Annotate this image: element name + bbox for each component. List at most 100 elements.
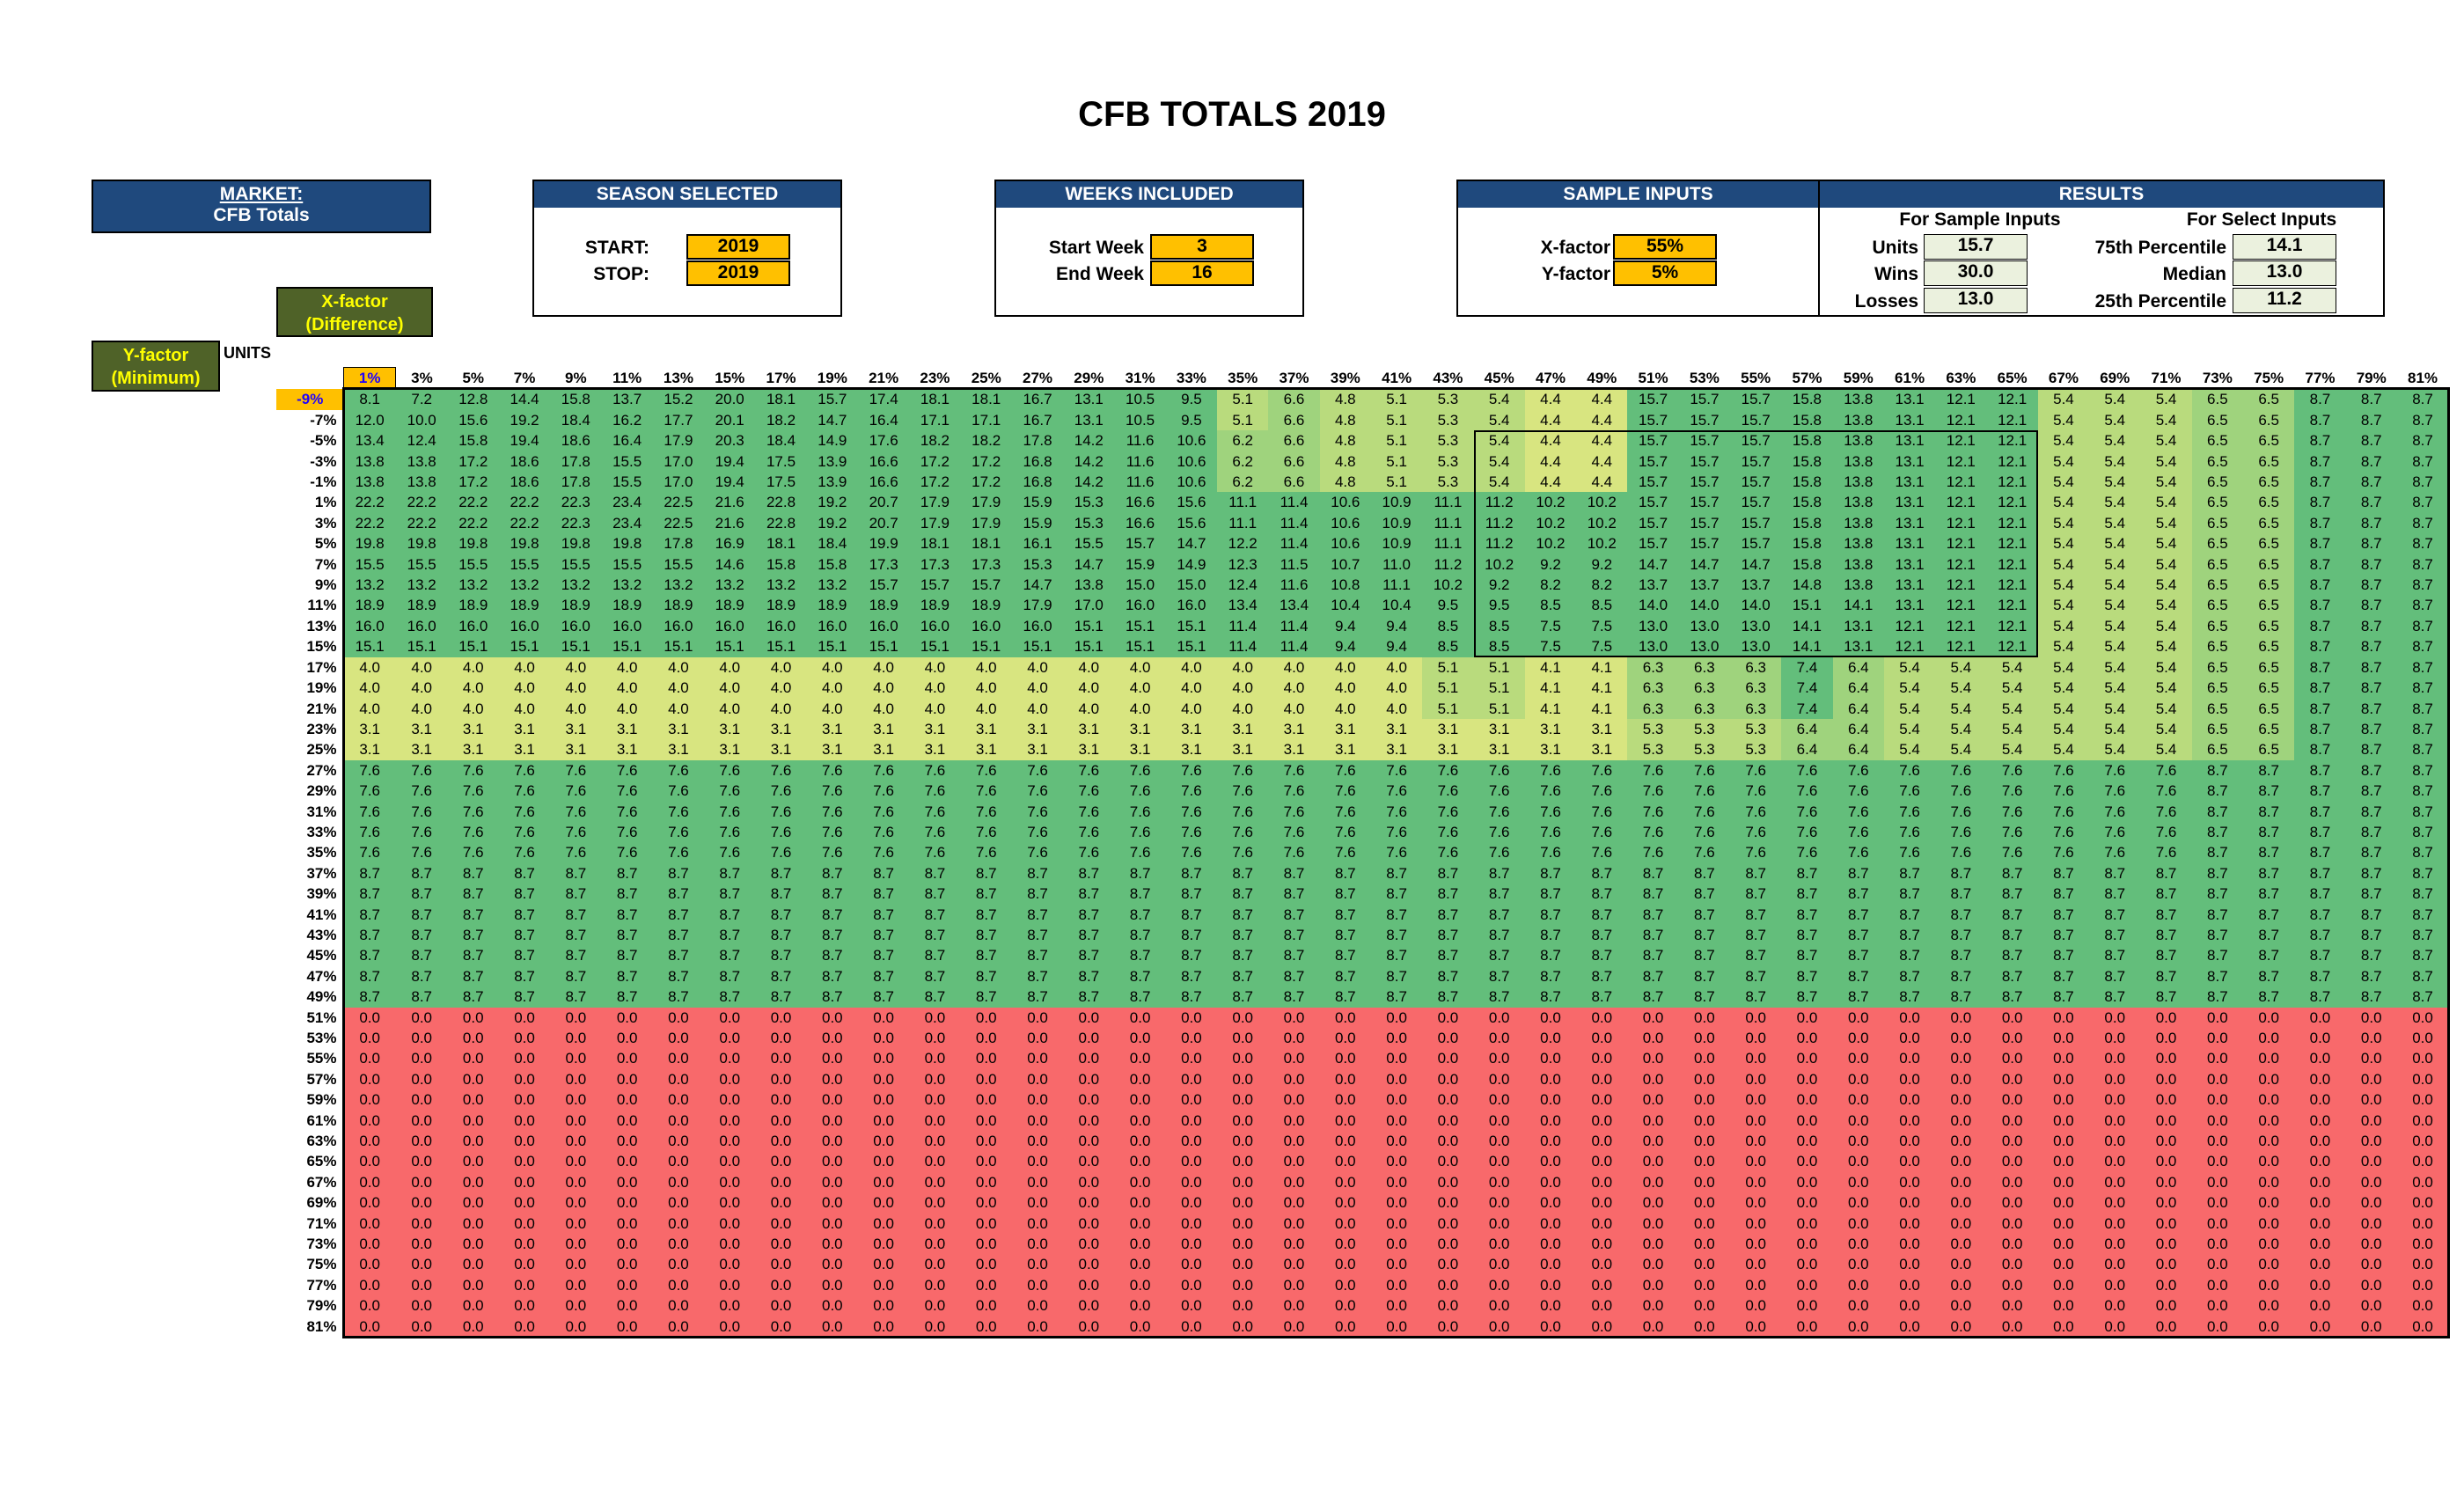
table-cell[interactable]: 16.0 bbox=[909, 615, 961, 637]
table-cell[interactable]: 18.1 bbox=[909, 388, 961, 410]
table-cell[interactable]: 8.7 bbox=[2345, 554, 2397, 576]
table-cell[interactable]: 7.6 bbox=[1473, 781, 1525, 802]
table-cell[interactable]: 8.7 bbox=[1217, 945, 1269, 966]
table-cell[interactable]: 0.0 bbox=[550, 1316, 602, 1338]
table-cell[interactable]: 0.0 bbox=[2242, 1213, 2295, 1235]
table-cell[interactable]: 0.0 bbox=[1576, 1131, 1628, 1152]
table-cell[interactable]: 0.0 bbox=[1217, 1089, 1269, 1111]
table-cell[interactable]: 5.4 bbox=[2140, 451, 2192, 473]
table-cell[interactable]: 0.0 bbox=[909, 1131, 961, 1152]
table-cell[interactable]: 0.0 bbox=[806, 1213, 858, 1235]
table-cell[interactable]: 16.0 bbox=[343, 615, 396, 637]
table-cell[interactable]: 0.0 bbox=[343, 1171, 396, 1193]
table-cell[interactable]: 4.0 bbox=[909, 698, 961, 719]
table-cell[interactable]: 15.3 bbox=[1011, 554, 1064, 576]
table-cell[interactable]: 0.0 bbox=[652, 1171, 705, 1193]
table-cell[interactable]: 16.2 bbox=[601, 409, 653, 431]
table-cell[interactable]: 0.0 bbox=[2140, 1089, 2192, 1111]
table-cell[interactable]: 8.7 bbox=[447, 884, 499, 905]
table-cell[interactable]: 5.4 bbox=[1473, 409, 1525, 431]
table-cell[interactable]: 10.6 bbox=[1319, 533, 1371, 554]
table-cell[interactable]: 7.6 bbox=[601, 759, 653, 781]
table-cell[interactable]: 4.0 bbox=[1165, 678, 1218, 699]
table-cell[interactable]: 0.0 bbox=[1883, 1151, 1936, 1172]
table-cell[interactable]: 7.6 bbox=[1319, 781, 1371, 802]
table-cell[interactable]: 5.4 bbox=[2089, 678, 2141, 699]
table-cell[interactable]: 0.0 bbox=[652, 1274, 705, 1296]
table-cell[interactable]: 8.7 bbox=[960, 965, 1012, 987]
table-cell[interactable]: 13.2 bbox=[550, 575, 602, 596]
table-cell[interactable]: 8.7 bbox=[395, 986, 448, 1008]
table-cell[interactable]: 8.7 bbox=[2396, 781, 2449, 802]
table-cell[interactable]: 7.6 bbox=[601, 801, 653, 822]
table-cell[interactable]: 8.7 bbox=[1063, 924, 1115, 946]
table-cell[interactable]: 8.7 bbox=[2396, 636, 2449, 657]
table-cell[interactable]: 8.7 bbox=[2345, 884, 2397, 905]
table-cell[interactable]: 3.1 bbox=[1576, 718, 1628, 740]
table-cell[interactable]: 8.7 bbox=[2242, 924, 2295, 946]
table-cell[interactable]: 8.7 bbox=[1781, 884, 1833, 905]
table-cell[interactable]: 6.5 bbox=[2191, 554, 2243, 576]
table-cell[interactable]: 0.0 bbox=[1011, 1171, 1064, 1193]
table-cell[interactable]: 7.6 bbox=[806, 842, 858, 863]
table-cell[interactable]: 22.2 bbox=[447, 512, 499, 534]
table-cell[interactable]: 17.4 bbox=[857, 388, 910, 410]
table-cell[interactable]: 6.4 bbox=[1832, 698, 1884, 719]
table-cell[interactable]: 7.6 bbox=[704, 821, 756, 843]
table-cell[interactable]: 0.0 bbox=[601, 1192, 653, 1214]
table-cell[interactable]: 4.0 bbox=[960, 656, 1012, 678]
table-cell[interactable]: 0.0 bbox=[498, 1028, 551, 1049]
table-cell[interactable]: 0.0 bbox=[1678, 1131, 1731, 1152]
table-cell[interactable]: 15.1 bbox=[1114, 615, 1166, 637]
table-cell[interactable]: 7.6 bbox=[2140, 781, 2192, 802]
table-cell[interactable]: 0.0 bbox=[395, 1316, 448, 1338]
table-cell[interactable]: 8.7 bbox=[2345, 821, 2397, 843]
table-cell[interactable]: 8.7 bbox=[447, 924, 499, 946]
table-cell[interactable]: 5.4 bbox=[2037, 656, 2090, 678]
table-cell[interactable]: 0.0 bbox=[1370, 1254, 1423, 1275]
table-cell[interactable]: 8.7 bbox=[2294, 430, 2346, 451]
table-cell[interactable]: 4.0 bbox=[601, 656, 653, 678]
table-cell[interactable]: 0.0 bbox=[1217, 1151, 1269, 1172]
weeks-end-input[interactable]: 16 bbox=[1150, 260, 1254, 286]
table-cell[interactable]: 14.7 bbox=[1165, 533, 1218, 554]
table-cell[interactable]: 7.6 bbox=[704, 759, 756, 781]
table-cell[interactable]: 0.0 bbox=[2037, 1274, 2090, 1296]
table-cell[interactable]: 7.6 bbox=[652, 801, 705, 822]
table-cell[interactable]: 8.1 bbox=[343, 388, 396, 410]
table-cell[interactable]: 0.0 bbox=[1576, 1068, 1628, 1090]
table-cell[interactable]: 0.0 bbox=[447, 1213, 499, 1235]
table-cell[interactable]: 0.0 bbox=[2089, 1254, 2141, 1275]
table-cell[interactable]: 4.0 bbox=[343, 656, 396, 678]
table-cell[interactable]: 8.7 bbox=[1883, 945, 1936, 966]
table-cell[interactable]: 0.0 bbox=[1473, 1151, 1525, 1172]
table-cell[interactable]: 0.0 bbox=[1832, 1151, 1884, 1172]
table-cell[interactable]: 15.7 bbox=[960, 575, 1012, 596]
table-cell[interactable]: 6.6 bbox=[1268, 451, 1320, 473]
table-cell[interactable]: 15.7 bbox=[1627, 492, 1679, 513]
table-cell[interactable]: 0.0 bbox=[806, 1192, 858, 1214]
table-cell[interactable]: 15.3 bbox=[1063, 492, 1115, 513]
table-cell[interactable]: 8.7 bbox=[1935, 904, 1987, 925]
table-cell[interactable]: 8.7 bbox=[1832, 924, 1884, 946]
table-cell[interactable]: 0.0 bbox=[704, 1131, 756, 1152]
table-cell[interactable]: 9.2 bbox=[1524, 554, 1577, 576]
table-cell[interactable]: 0.0 bbox=[960, 1213, 1012, 1235]
table-cell[interactable]: 8.7 bbox=[1883, 965, 1936, 987]
table-cell[interactable]: 13.2 bbox=[601, 575, 653, 596]
table-cell[interactable]: 8.7 bbox=[1883, 862, 1936, 884]
table-cell[interactable]: 13.2 bbox=[704, 575, 756, 596]
table-cell[interactable]: 0.0 bbox=[1832, 1254, 1884, 1275]
table-cell[interactable]: 8.7 bbox=[1883, 904, 1936, 925]
table-cell[interactable]: 0.0 bbox=[1883, 1254, 1936, 1275]
table-cell[interactable]: 14.1 bbox=[1781, 636, 1833, 657]
table-cell[interactable]: 13.0 bbox=[1678, 615, 1731, 637]
table-cell[interactable]: 0.0 bbox=[2294, 1068, 2346, 1090]
table-cell[interactable]: 9.4 bbox=[1319, 615, 1371, 637]
table-cell[interactable]: 16.7 bbox=[1011, 388, 1064, 410]
table-cell[interactable]: 0.0 bbox=[1473, 1048, 1525, 1069]
table-cell[interactable]: 7.6 bbox=[1422, 821, 1474, 843]
table-cell[interactable]: 8.7 bbox=[1986, 965, 2038, 987]
table-cell[interactable]: 5.1 bbox=[1370, 430, 1423, 451]
table-cell[interactable]: 6.5 bbox=[2191, 615, 2243, 637]
